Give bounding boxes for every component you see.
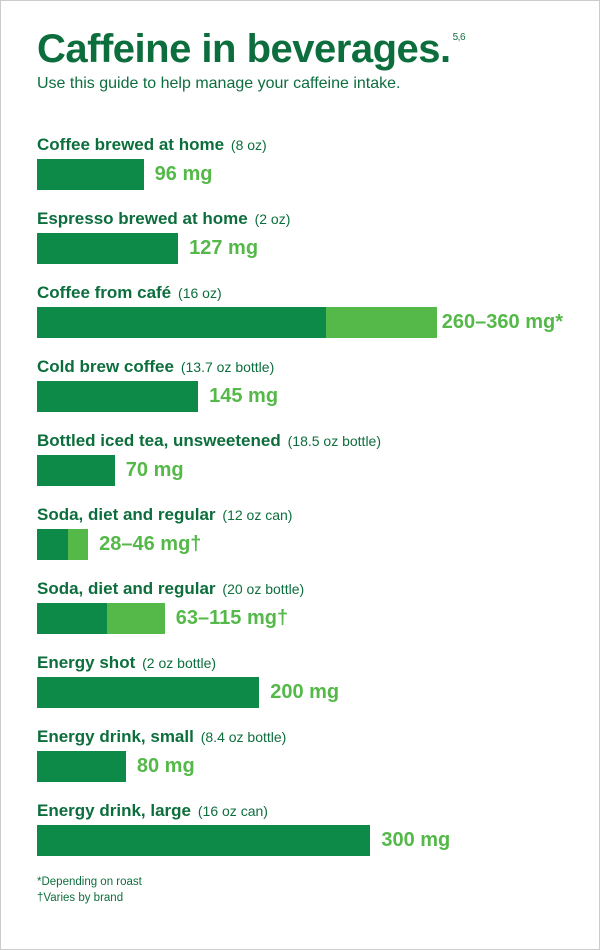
beverage-label: Espresso brewed at home (2 oz): [37, 209, 563, 229]
bar-range-low: [37, 381, 198, 412]
bar-track: [37, 233, 178, 264]
beverage-serving: (20 oz bottle): [219, 581, 305, 597]
beverage-serving: (8 oz): [227, 137, 267, 153]
beverage-label: Cold brew coffee (13.7 oz bottle): [37, 357, 563, 377]
beverage-item: Energy drink, small (8.4 oz bottle)80 mg: [37, 727, 563, 782]
bar-track: [37, 825, 370, 856]
bar-row: 200 mg: [37, 677, 563, 708]
beverage-label: Energy shot (2 oz bottle): [37, 653, 563, 673]
beverage-item: Bottled iced tea, unsweetened (18.5 oz b…: [37, 431, 563, 486]
bar-track: [37, 751, 126, 782]
bar-row: 80 mg: [37, 751, 563, 782]
beverage-label: Energy drink, large (16 oz can): [37, 801, 563, 821]
title-superscript: 5,6: [453, 32, 465, 43]
bar-range-low: [37, 751, 126, 782]
bar-row: 28–46 mg†: [37, 529, 563, 560]
beverage-name: Energy drink, small: [37, 727, 194, 746]
bar-row: 96 mg: [37, 159, 563, 190]
infographic-container: Caffeine in beverages.5,6 Use this guide…: [0, 0, 600, 950]
title-text: Caffeine in beverages.: [37, 27, 451, 71]
beverage-item: Coffee brewed at home (8 oz) 96 mg: [37, 135, 563, 190]
bar-value-label: 70 mg: [126, 459, 184, 482]
bar-row: 300 mg: [37, 825, 563, 856]
footnote-line: *Depending on roast: [37, 875, 563, 891]
beverage-serving: (2 oz): [251, 211, 291, 227]
bar-range-low: [37, 307, 326, 338]
bar-track: [37, 455, 115, 486]
beverage-serving: (8.4 oz bottle): [197, 729, 287, 745]
bar-track: [37, 529, 88, 560]
beverage-item: Energy drink, large (16 oz can) 300 mg: [37, 801, 563, 856]
bar-range-low: [37, 825, 370, 856]
bar-row: 127 mg: [37, 233, 563, 264]
beverage-name: Coffee from café: [37, 283, 171, 302]
beverage-item: Soda, diet and regular (20 oz bottle) 63–…: [37, 579, 563, 634]
bar-value-label: 145 mg: [209, 385, 278, 408]
bar-range-low: [37, 455, 115, 486]
bar-track: [37, 381, 198, 412]
bar-row: 260–360 mg*: [37, 307, 563, 338]
beverage-name: Energy shot: [37, 653, 135, 672]
beverage-item: Espresso brewed at home (2 oz) 127 mg: [37, 209, 563, 264]
bar-range-low: [37, 529, 68, 560]
bar-track: [37, 159, 144, 190]
bar-value-label: 260–360 mg*: [442, 311, 563, 334]
bar-value-label: 96 mg: [155, 163, 213, 186]
beverage-name: Soda, diet and regular: [37, 505, 216, 524]
beverage-name: Coffee brewed at home: [37, 135, 224, 154]
bar-range-low: [37, 677, 259, 708]
bar-row: 63–115 mg†: [37, 603, 563, 634]
beverage-name: Bottled iced tea, unsweetened: [37, 431, 281, 450]
beverage-item: Soda, diet and regular (12 oz can) 28–46 …: [37, 505, 563, 560]
beverage-name: Espresso brewed at home: [37, 209, 248, 228]
beverage-serving: (16 oz can): [194, 803, 268, 819]
footnotes: *Depending on roast†Varies by brand: [37, 875, 563, 906]
bar-value-label: 28–46 mg†: [99, 533, 201, 556]
page-title: Caffeine in beverages.5,6: [37, 29, 563, 69]
beverage-item: Cold brew coffee (13.7 oz bottle) 145 mg: [37, 357, 563, 412]
bar-range-low: [37, 603, 107, 634]
subtitle: Use this guide to help manage your caffe…: [37, 75, 563, 93]
beverage-list: Coffee brewed at home (8 oz) 96 mg Espress…: [37, 135, 563, 856]
beverage-name: Cold brew coffee: [37, 357, 174, 376]
beverage-label: Soda, diet and regular (12 oz can): [37, 505, 563, 525]
beverage-name: Energy drink, large: [37, 801, 191, 820]
beverage-label: Soda, diet and regular (20 oz bottle): [37, 579, 563, 599]
beverage-name: Soda, diet and regular: [37, 579, 216, 598]
beverage-item: Energy shot (2 oz bottle) 200 mg: [37, 653, 563, 708]
bar-row: 145 mg: [37, 381, 563, 412]
beverage-label: Bottled iced tea, unsweetened (18.5 oz b…: [37, 431, 563, 451]
bar-value-label: 80 mg: [137, 755, 195, 778]
bar-track: [37, 307, 431, 338]
bar-row: 70 mg: [37, 455, 563, 486]
footnote-line: †Varies by brand: [37, 891, 563, 907]
header: Caffeine in beverages.5,6 Use this guide…: [37, 29, 563, 93]
beverage-serving: (13.7 oz bottle): [177, 359, 274, 375]
beverage-item: Coffee from café (16 oz) 260–360 mg*: [37, 283, 563, 338]
bar-value-label: 127 mg: [189, 237, 258, 260]
beverage-serving: (2 oz bottle): [138, 655, 216, 671]
bar-track: [37, 677, 259, 708]
bar-value-label: 63–115 mg†: [176, 607, 288, 630]
beverage-label: Energy drink, small (8.4 oz bottle): [37, 727, 563, 747]
beverage-label: Coffee from café (16 oz): [37, 283, 563, 303]
bar-value-label: 300 mg: [381, 829, 450, 852]
beverage-label: Coffee brewed at home (8 oz): [37, 135, 563, 155]
bar-track: [37, 603, 165, 634]
beverage-serving: (16 oz): [174, 285, 221, 301]
bar-range-low: [37, 233, 178, 264]
bar-value-label: 200 mg: [270, 681, 339, 704]
bar-range-low: [37, 159, 144, 190]
beverage-serving: (12 oz can): [219, 507, 293, 523]
beverage-serving: (18.5 oz bottle): [284, 433, 381, 449]
